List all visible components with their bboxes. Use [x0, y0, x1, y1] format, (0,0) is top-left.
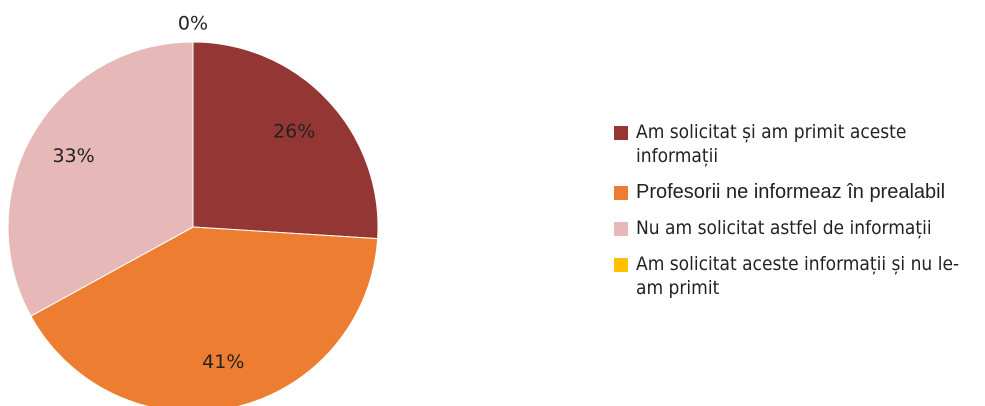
legend-item: Nu am solicitat astfel de informații [614, 216, 974, 240]
pie-slice [192, 41, 379, 240]
legend-item: Am solicitat și am primit aceste informa… [614, 120, 974, 168]
legend-swatch [614, 126, 628, 140]
data-label: 26% [273, 121, 315, 143]
legend-label: Profesorii ne informeaz în prealabil [636, 181, 946, 203]
data-label: 0% [178, 13, 208, 35]
legend-label: Am solicitat și am primit aceste informa… [636, 121, 907, 167]
legend-swatch [614, 258, 628, 272]
legend: Am solicitat și am primit aceste informa… [614, 120, 974, 312]
legend-item: Profesorii ne informeaz în prealabil [614, 180, 974, 204]
legend-label: Nu am solicitat astfel de informații [636, 217, 932, 239]
pie-slice [30, 226, 379, 406]
data-label: 33% [52, 145, 94, 167]
legend-swatch [614, 186, 628, 200]
data-label: 41% [202, 351, 244, 373]
legend-swatch [614, 222, 628, 236]
legend-item: Am solicitat aceste informații și nu le-… [614, 252, 974, 300]
legend-label: Am solicitat aceste informații și nu le-… [636, 253, 960, 299]
pie-slice [7, 41, 194, 317]
